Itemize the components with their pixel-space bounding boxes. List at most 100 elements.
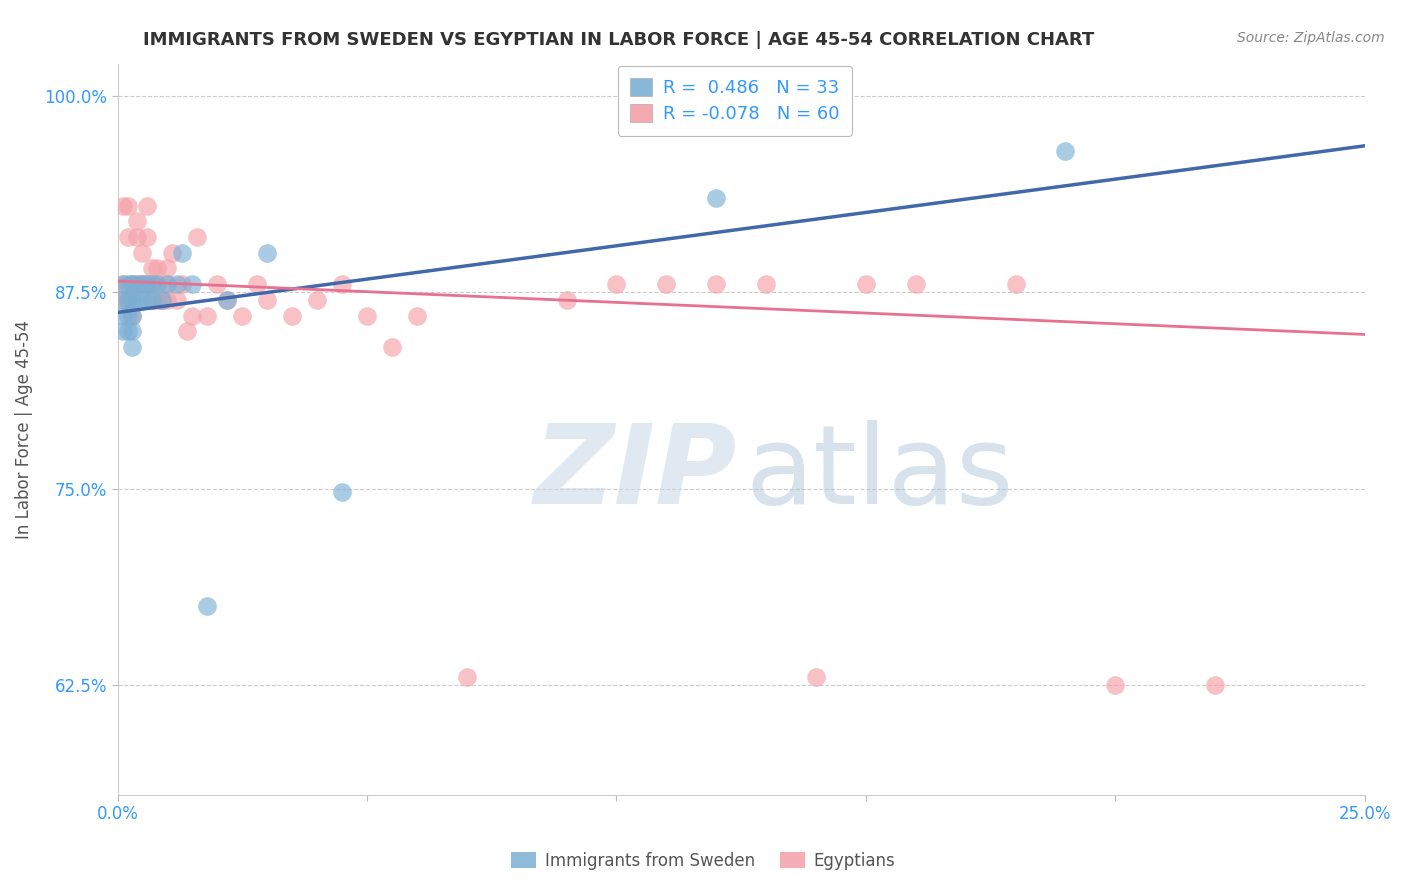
Point xyxy=(156,277,179,292)
Point xyxy=(131,277,153,292)
Point xyxy=(172,277,194,292)
Point xyxy=(207,277,229,292)
Point xyxy=(141,261,163,276)
Text: ZIP: ZIP xyxy=(534,420,737,527)
Point xyxy=(117,293,139,307)
Point xyxy=(141,277,163,292)
Point xyxy=(704,191,727,205)
Text: Source: ZipAtlas.com: Source: ZipAtlas.com xyxy=(1237,31,1385,45)
Point xyxy=(246,277,269,292)
Point xyxy=(195,599,218,614)
Point xyxy=(330,484,353,499)
Point xyxy=(121,277,143,292)
Point xyxy=(121,293,143,307)
Point xyxy=(146,293,169,307)
Point xyxy=(1054,144,1077,158)
Point xyxy=(117,230,139,244)
Point xyxy=(127,214,149,228)
Point xyxy=(704,277,727,292)
Point xyxy=(111,309,134,323)
Point xyxy=(121,277,143,292)
Point xyxy=(127,277,149,292)
Point xyxy=(111,277,134,292)
Point xyxy=(111,293,134,307)
Point xyxy=(307,293,329,307)
Point xyxy=(136,293,159,307)
Point xyxy=(172,245,194,260)
Point xyxy=(381,340,404,354)
Point xyxy=(1004,277,1026,292)
Point xyxy=(136,277,159,292)
Legend: R =  0.486   N = 33, R = -0.078   N = 60: R = 0.486 N = 33, R = -0.078 N = 60 xyxy=(617,66,852,136)
Point xyxy=(217,293,239,307)
Point xyxy=(804,670,827,684)
Point xyxy=(405,309,427,323)
Point xyxy=(256,245,278,260)
Text: IMMIGRANTS FROM SWEDEN VS EGYPTIAN IN LABOR FORCE | AGE 45-54 CORRELATION CHART: IMMIGRANTS FROM SWEDEN VS EGYPTIAN IN LA… xyxy=(143,31,1094,49)
Point xyxy=(555,293,578,307)
Point xyxy=(156,293,179,307)
Point xyxy=(152,293,174,307)
Point xyxy=(141,293,163,307)
Point xyxy=(166,293,188,307)
Text: atlas: atlas xyxy=(745,420,1014,527)
Point xyxy=(605,277,627,292)
Point xyxy=(127,230,149,244)
Point xyxy=(156,277,179,292)
Point xyxy=(117,309,139,323)
Point xyxy=(181,309,204,323)
Point xyxy=(166,277,188,292)
Point xyxy=(1204,678,1226,692)
Point xyxy=(655,277,678,292)
Point xyxy=(121,309,143,323)
Point xyxy=(136,230,159,244)
Point xyxy=(281,309,304,323)
Point xyxy=(111,277,134,292)
Point xyxy=(146,277,169,292)
Point xyxy=(156,261,179,276)
Point xyxy=(904,277,927,292)
Point xyxy=(117,198,139,212)
Point xyxy=(117,324,139,338)
Point xyxy=(121,309,143,323)
Point xyxy=(176,324,198,338)
Point xyxy=(121,324,143,338)
Point xyxy=(121,293,143,307)
Point xyxy=(111,198,134,212)
Point xyxy=(1104,678,1126,692)
Point xyxy=(181,277,204,292)
Point xyxy=(186,230,208,244)
Point xyxy=(152,293,174,307)
Point xyxy=(121,277,143,292)
Point xyxy=(330,277,353,292)
Point xyxy=(131,245,153,260)
Point xyxy=(111,324,134,338)
Point xyxy=(146,261,169,276)
Point xyxy=(136,277,159,292)
Point xyxy=(162,245,184,260)
Point xyxy=(755,277,778,292)
Point xyxy=(256,293,278,307)
Point xyxy=(127,277,149,292)
Point xyxy=(356,309,378,323)
Point xyxy=(111,293,134,307)
Point xyxy=(152,293,174,307)
Point xyxy=(217,293,239,307)
Point xyxy=(131,277,153,292)
Point xyxy=(855,277,877,292)
Point xyxy=(195,309,218,323)
Point xyxy=(141,277,163,292)
Point xyxy=(121,340,143,354)
Y-axis label: In Labor Force | Age 45-54: In Labor Force | Age 45-54 xyxy=(15,320,32,539)
Point xyxy=(127,293,149,307)
Point xyxy=(141,293,163,307)
Point xyxy=(117,293,139,307)
Point xyxy=(231,309,253,323)
Point xyxy=(456,670,478,684)
Point xyxy=(131,277,153,292)
Point xyxy=(117,277,139,292)
Point xyxy=(136,198,159,212)
Point xyxy=(131,293,153,307)
Legend: Immigrants from Sweden, Egyptians: Immigrants from Sweden, Egyptians xyxy=(505,846,901,877)
Point xyxy=(146,277,169,292)
